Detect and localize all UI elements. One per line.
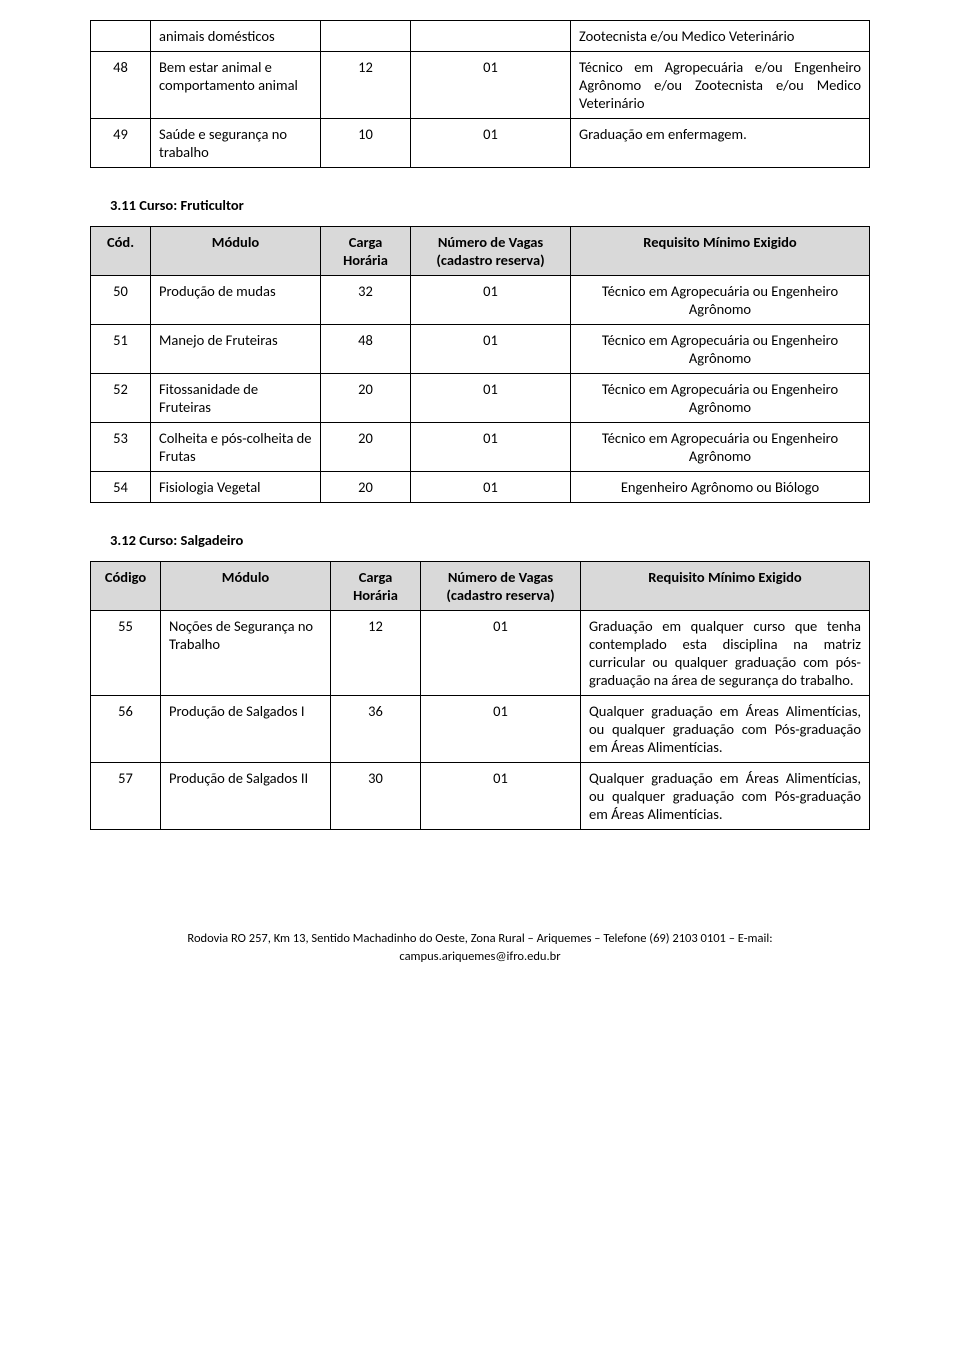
cell-req: Qualquer graduação em Áreas Alimentícias… xyxy=(581,763,870,830)
cell-vagas: 01 xyxy=(421,763,581,830)
cell-vagas: 01 xyxy=(421,611,581,696)
cell-vagas: 01 xyxy=(421,696,581,763)
cell-cod: 49 xyxy=(91,119,151,168)
cell-req: Técnico em Agropecuária ou Engenheiro Ag… xyxy=(571,374,870,423)
section-12-title: 3.12 Curso: Salgadeiro xyxy=(110,531,870,549)
table-row: 49 Saúde e segurança no trabalho 10 01 G… xyxy=(91,119,870,168)
cell-carga: 20 xyxy=(321,374,411,423)
cell-cod: 51 xyxy=(91,325,151,374)
cell-cod: 48 xyxy=(91,52,151,119)
cell-mod: Produção de Salgados I xyxy=(161,696,331,763)
table-row: 48 Bem estar animal e comportamento anim… xyxy=(91,52,870,119)
table-fruticultor: Cód. Módulo Carga Horária Número de Vaga… xyxy=(90,226,870,503)
cell-req: Zootecnista e/ou Medico Veterinário xyxy=(571,21,870,52)
table-continuation: animais domésticos Zootecnista e/ou Medi… xyxy=(90,20,870,168)
cell-req: Técnico em Agropecuária ou Engenheiro Ag… xyxy=(571,423,870,472)
cell-carga: 20 xyxy=(321,472,411,503)
table-row: 50 Produção de mudas 32 01 Técnico em Ag… xyxy=(91,276,870,325)
cell-carga: 12 xyxy=(321,52,411,119)
cell-mod: Produção de Salgados II xyxy=(161,763,331,830)
footer-line2: campus.ariquemes@ifro.edu.br xyxy=(399,949,560,964)
cell-vagas xyxy=(411,21,571,52)
footer-line1: Rodovia RO 257, Km 13, Sentido Machadinh… xyxy=(187,931,772,946)
cell-mod: Saúde e segurança no trabalho xyxy=(151,119,321,168)
cell-req: Graduação em qualquer curso que tenha co… xyxy=(581,611,870,696)
cell-carga: 48 xyxy=(321,325,411,374)
cell-vagas: 01 xyxy=(411,52,571,119)
th-req: Requisito Mínimo Exigido xyxy=(581,562,870,611)
cell-cod: 53 xyxy=(91,423,151,472)
th-cod: Código xyxy=(91,562,161,611)
cell-vagas: 01 xyxy=(411,276,571,325)
cell-mod: Noções de Segurança no Trabalho xyxy=(161,611,331,696)
table-row: animais domésticos Zootecnista e/ou Medi… xyxy=(91,21,870,52)
th-req: Requisito Mínimo Exigido xyxy=(571,227,870,276)
cell-vagas: 01 xyxy=(411,423,571,472)
cell-req: Engenheiro Agrônomo ou Biólogo xyxy=(571,472,870,503)
table-salgadeiro: Código Módulo Carga Horária Número de Va… xyxy=(90,561,870,830)
cell-carga: 12 xyxy=(331,611,421,696)
cell-carga xyxy=(321,21,411,52)
table-row: 55 Noções de Segurança no Trabalho 12 01… xyxy=(91,611,870,696)
th-cod: Cód. xyxy=(91,227,151,276)
cell-req: Qualquer graduação em Áreas Alimentícias… xyxy=(581,696,870,763)
table-row: 52 Fitossanidade de Fruteiras 20 01 Técn… xyxy=(91,374,870,423)
cell-mod: Colheita e pós-colheita de Frutas xyxy=(151,423,321,472)
table-row: 56 Produção de Salgados I 36 01 Qualquer… xyxy=(91,696,870,763)
cell-req: Técnico em Agropecuária e/ou Engenheiro … xyxy=(571,52,870,119)
cell-mod: animais domésticos xyxy=(151,21,321,52)
th-vagas: Número de Vagas (cadastro reserva) xyxy=(421,562,581,611)
cell-mod: Bem estar animal e comportamento animal xyxy=(151,52,321,119)
cell-mod: Fitossanidade de Fruteiras xyxy=(151,374,321,423)
table-row: 57 Produção de Salgados II 30 01 Qualque… xyxy=(91,763,870,830)
cell-req: Técnico em Agropecuária ou Engenheiro Ag… xyxy=(571,276,870,325)
table-header-row: Código Módulo Carga Horária Número de Va… xyxy=(91,562,870,611)
cell-mod: Fisiologia Vegetal xyxy=(151,472,321,503)
cell-carga: 32 xyxy=(321,276,411,325)
cell-cod: 54 xyxy=(91,472,151,503)
th-vagas: Número de Vagas (cadastro reserva) xyxy=(411,227,571,276)
cell-req: Graduação em enfermagem. xyxy=(571,119,870,168)
cell-carga: 30 xyxy=(331,763,421,830)
section-11-title: 3.11 Curso: Fruticultor xyxy=(110,196,870,214)
cell-carga: 36 xyxy=(331,696,421,763)
cell-cod: 52 xyxy=(91,374,151,423)
cell-cod: 50 xyxy=(91,276,151,325)
cell-mod: Manejo de Fruteiras xyxy=(151,325,321,374)
cell-vagas: 01 xyxy=(411,374,571,423)
th-carga: Carga Horária xyxy=(331,562,421,611)
cell-carga: 20 xyxy=(321,423,411,472)
cell-vagas: 01 xyxy=(411,119,571,168)
cell-cod: 56 xyxy=(91,696,161,763)
page-footer: Rodovia RO 257, Km 13, Sentido Machadinh… xyxy=(90,930,870,965)
cell-cod xyxy=(91,21,151,52)
cell-cod: 57 xyxy=(91,763,161,830)
th-mod: Módulo xyxy=(151,227,321,276)
table-row: 51 Manejo de Fruteiras 48 01 Técnico em … xyxy=(91,325,870,374)
cell-cod: 55 xyxy=(91,611,161,696)
cell-carga: 10 xyxy=(321,119,411,168)
cell-req: Técnico em Agropecuária ou Engenheiro Ag… xyxy=(571,325,870,374)
th-carga: Carga Horária xyxy=(321,227,411,276)
table-row: 53 Colheita e pós-colheita de Frutas 20 … xyxy=(91,423,870,472)
cell-vagas: 01 xyxy=(411,472,571,503)
table-header-row: Cód. Módulo Carga Horária Número de Vaga… xyxy=(91,227,870,276)
cell-vagas: 01 xyxy=(411,325,571,374)
table-row: 54 Fisiologia Vegetal 20 01 Engenheiro A… xyxy=(91,472,870,503)
cell-mod: Produção de mudas xyxy=(151,276,321,325)
th-mod: Módulo xyxy=(161,562,331,611)
